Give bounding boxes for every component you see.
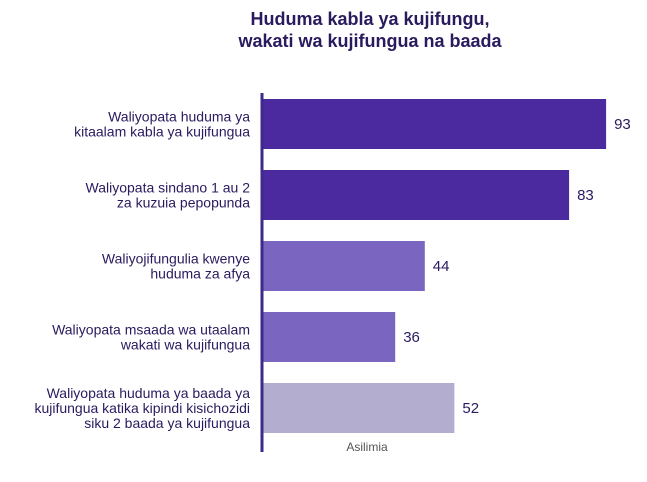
chart-title: Huduma kabla ya kujifungu, wakati wa kuj… — [150, 8, 590, 52]
bar — [262, 383, 455, 433]
chart-title-line-2: wakati wa kujifungua na baada — [238, 31, 502, 51]
category-label: Waliyopata sindano 1 au 2 — [86, 180, 251, 196]
bar-value-label: 52 — [462, 400, 479, 417]
category-label: za kuzuia pepopunda — [117, 195, 250, 211]
category-label: kujifungua katika kipindi kisichozidi — [34, 400, 250, 416]
category-label: Waliyopata huduma ya — [108, 109, 250, 125]
bar — [262, 170, 570, 220]
category-label: siku 2 baada ya kujifungua — [84, 415, 250, 431]
category-label: Waliyopata msaada wa utaalam — [52, 322, 250, 338]
bar-value-label: 36 — [403, 329, 420, 346]
category-label: huduma za afya — [150, 266, 250, 282]
x-axis-label: Asilimia — [346, 440, 388, 454]
bar — [262, 241, 425, 291]
category-label: Waliyopata huduma ya baada ya — [47, 385, 251, 401]
category-label: wakati wa kujifungua — [120, 337, 250, 353]
bar-value-label: 44 — [433, 258, 450, 275]
category-label: Waliyojifungulia kwenye — [102, 251, 250, 267]
category-label: kitaalam kabla ya kujifungua — [74, 124, 250, 140]
bar — [262, 99, 607, 149]
bar-value-label: 83 — [577, 187, 594, 204]
chart-title-line-1: Huduma kabla ya kujifungu, — [250, 9, 490, 29]
bar — [262, 312, 396, 362]
bar-value-label: 93 — [614, 116, 631, 133]
